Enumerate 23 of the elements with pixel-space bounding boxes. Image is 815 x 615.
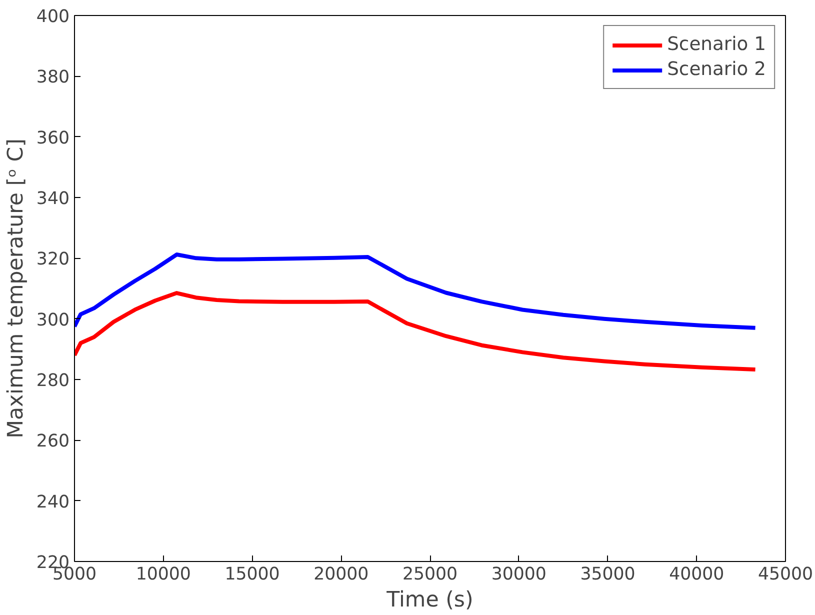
x-tick-label: 10000 <box>136 564 191 584</box>
line-series <box>74 252 758 330</box>
y-tick-label: 360 <box>36 128 70 148</box>
x-tick-label: 30000 <box>491 564 546 584</box>
x-tick-label: 20000 <box>314 564 369 584</box>
y-tick-label: 340 <box>36 189 70 209</box>
legend-label: Scenario 1 <box>667 34 766 55</box>
y-tick-label: 260 <box>36 432 70 452</box>
y-axis-title: Maximum temperature [ᵒ C] <box>3 138 28 438</box>
x-tick-label: 15000 <box>224 564 280 584</box>
legend-label: Scenario 2 <box>667 59 766 80</box>
y-tick-label: 240 <box>36 492 70 512</box>
x-tick-label: 25000 <box>402 564 458 584</box>
line-series <box>74 291 758 372</box>
y-tick-label: 280 <box>36 371 70 391</box>
y-tick-label: 300 <box>36 310 70 330</box>
x-axis-title: Time (s) <box>386 588 474 612</box>
y-tick-label: 400 <box>36 7 70 27</box>
x-tick-label: 40000 <box>669 564 724 584</box>
y-tick-label: 380 <box>36 68 70 88</box>
x-tick-label: 35000 <box>580 564 636 584</box>
x-tick-label: 45000 <box>758 564 814 584</box>
y-tick-label: 320 <box>36 250 70 270</box>
